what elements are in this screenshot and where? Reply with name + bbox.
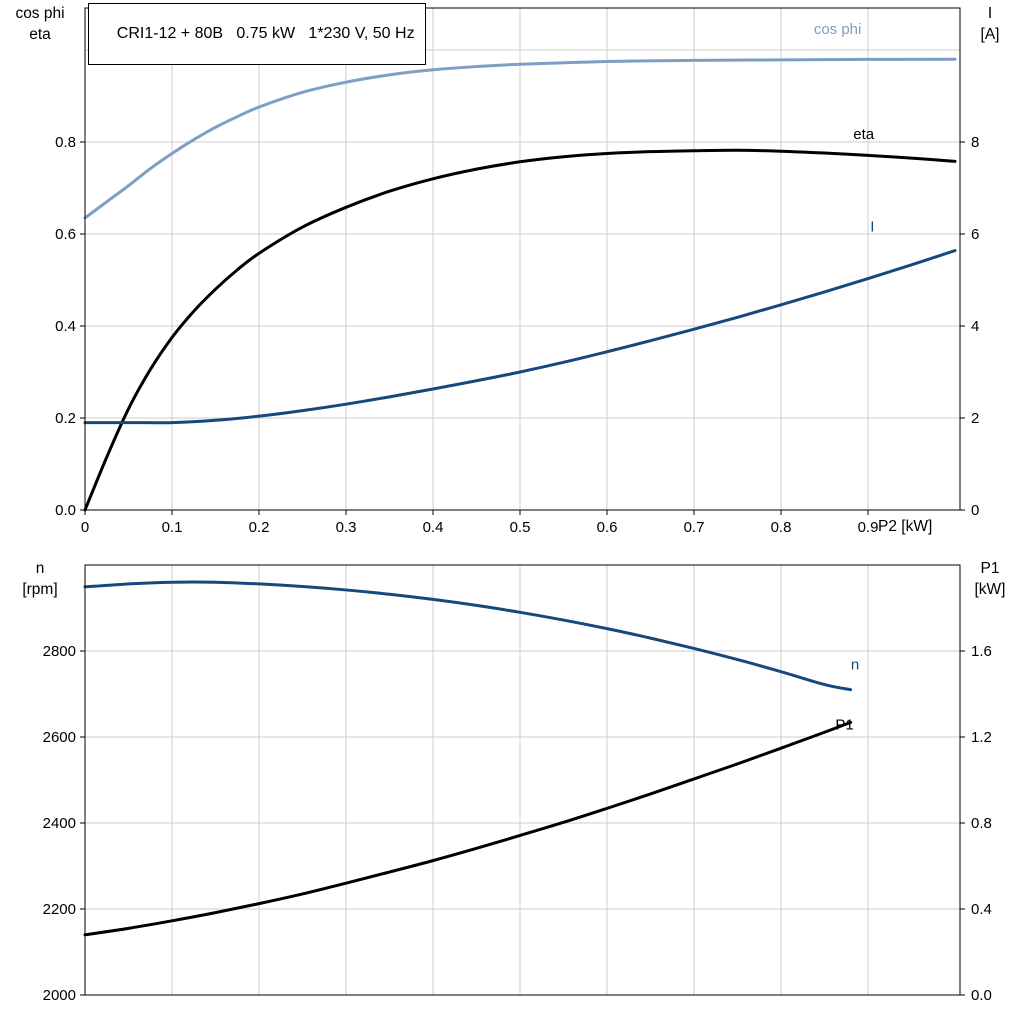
y-right-tick-label: 0.8 xyxy=(971,815,992,832)
x-tick-label: 0.6 xyxy=(597,519,618,536)
y-right-tick-label: 1.6 xyxy=(971,643,992,660)
axis-title-line: I xyxy=(987,5,993,22)
top-chart-left-axis-title: cos phi eta xyxy=(0,3,80,45)
y-right-tick-label: 2 xyxy=(971,410,979,427)
y-right-tick-label: 0 xyxy=(971,502,979,519)
plot-border xyxy=(84,7,961,511)
axis-title-line: [rpm] xyxy=(22,581,58,598)
curve-label-eta: eta xyxy=(853,126,875,143)
curve-cos-phi xyxy=(83,57,957,220)
x-tick-label: 0.1 xyxy=(162,519,183,536)
y-left-tick-label: 2800 xyxy=(43,643,76,660)
y-right-tick-label: 8 xyxy=(971,134,979,151)
bottom-chart-left-axis-title: n [rpm] xyxy=(0,558,80,600)
top-chart-right-axis-title: I [A] xyxy=(962,3,1018,45)
axis-title-line: P1 xyxy=(980,560,1000,577)
curve-label-n: n xyxy=(851,656,859,673)
axis-title-line: cos phi xyxy=(15,5,65,22)
y-right-tick-label: 4 xyxy=(971,318,979,335)
y-left-tick-label: 2200 xyxy=(43,901,76,918)
x-tick-label: 0.2 xyxy=(249,519,270,536)
axis-title-line: n xyxy=(35,560,45,577)
chart-bottom: 2000 2200 2400 2600 2800 0.0 0.4 0.8 1.2 1.6 n P1 xyxy=(43,564,992,1004)
chart-title: CRI1-12 + 80B 0.75 kW 1*230 V, 50 Hz xyxy=(116,25,415,42)
curve-P1 xyxy=(83,720,853,937)
x-tick-label: 0.9 xyxy=(858,519,879,536)
x-tick-label: 0.5 xyxy=(510,519,531,536)
y-right-tick-label: 0.4 xyxy=(971,901,992,918)
curve-I xyxy=(83,249,957,425)
y-left-tick-label: 2000 xyxy=(43,987,76,1004)
curve-label-I: I xyxy=(870,219,874,236)
y-left-tick-label: 0.8 xyxy=(55,134,76,151)
y-right-tick-label: 1.2 xyxy=(971,729,992,746)
curve-n xyxy=(83,580,853,692)
y-right-tick-label: 0.0 xyxy=(971,987,992,1004)
y-left-tick-label: 0.2 xyxy=(55,410,76,427)
x-tick-label: 0.4 xyxy=(423,519,444,536)
curve-label-cos-phi: cos phi xyxy=(814,21,862,38)
plot-border xyxy=(84,564,961,996)
x-tick-label: 0 xyxy=(81,519,89,536)
axis-title-line: [A] xyxy=(980,26,1000,43)
x-tick-label: 0.3 xyxy=(336,519,357,536)
y-left-tick-label: 2600 xyxy=(43,729,76,746)
axis-title-line: eta xyxy=(29,26,51,43)
x-axis-title: P2 [kW] xyxy=(878,518,933,535)
x-tick-label: 0.8 xyxy=(771,519,792,536)
y-left-tick-label: 0.6 xyxy=(55,226,76,243)
chart-title-box: CRI1-12 + 80B 0.75 kW 1*230 V, 50 Hz xyxy=(88,3,426,65)
y-left-tick-label: 0.4 xyxy=(55,318,76,335)
y-right-tick-label: 6 xyxy=(971,226,979,243)
chart-top: 0 0.1 0.2 0.3 0.4 0.5 0.6 0.7 0.8 0.9 0.0 0.2 0.4 0.6… xyxy=(55,7,979,536)
y-left-tick-label: 2400 xyxy=(43,815,76,832)
bottom-chart-right-axis-title: P1 [kW] xyxy=(962,558,1018,600)
y-left-tick-label: 0.0 xyxy=(55,502,76,519)
curve-label-P1: P1 xyxy=(835,716,853,733)
x-tick-label: 0.7 xyxy=(684,519,705,536)
curve-eta xyxy=(83,148,957,512)
axis-title-line: [kW] xyxy=(974,581,1006,598)
